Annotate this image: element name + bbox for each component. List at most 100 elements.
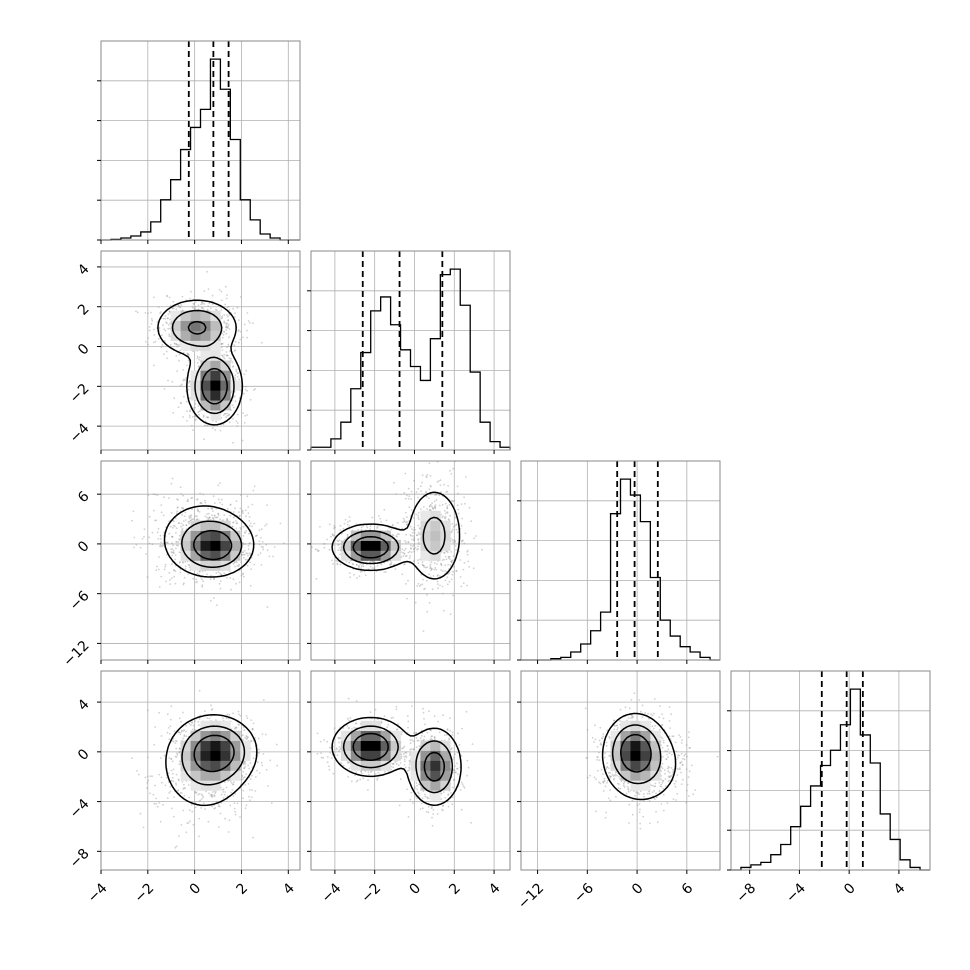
panel-2-1-point [376, 525, 379, 528]
panel-2-1-point [444, 515, 447, 518]
panel-1-0-point [212, 427, 214, 429]
panel-2-1-point [345, 560, 348, 563]
panel-1-0-point [161, 344, 164, 346]
panel-2-1-point [403, 519, 406, 521]
panel-2-1-point [413, 559, 415, 562]
panel-3-0-point [242, 770, 245, 773]
panel-3-0-point [190, 724, 192, 726]
panel-1-0-point [225, 351, 228, 353]
panel-2-1-point [443, 509, 446, 512]
panel-2-1-point [412, 529, 415, 532]
panel-1-0-point [191, 415, 194, 418]
panel-3-0-point [234, 813, 237, 816]
panel-2-0-inner [101, 461, 300, 660]
panel-3-0-point [170, 705, 173, 708]
panel-2-1-point [413, 532, 416, 534]
panel-1-0-point [168, 296, 171, 299]
panel-1-0-point [236, 306, 239, 309]
panel-3-0-density-cell [220, 740, 231, 751]
panel-2-0-point [173, 520, 175, 523]
panel-3-0-point [146, 781, 149, 784]
panel-1-0-density-cell [220, 400, 231, 411]
panel-2-1-point [434, 506, 437, 508]
panel-2-1-point [336, 539, 339, 542]
panel-2-1-point [445, 550, 448, 553]
panel-2-1-point [447, 484, 449, 487]
panel-2-0-contour-2 [192, 529, 233, 561]
panel-1-0-point [162, 324, 165, 326]
panel-1-0-point [221, 332, 223, 335]
panel-3-0-point [183, 735, 186, 738]
panel-3-0-point [178, 747, 181, 750]
panel-2-1-point [311, 546, 313, 548]
panel-2-0-point [239, 528, 242, 531]
panel-3-0-density-cell [200, 750, 211, 761]
panel-2-1-point [436, 574, 439, 576]
panel-3-0-point [176, 789, 179, 792]
panel-2-0-point [159, 544, 162, 546]
panel-2-0-point [171, 551, 174, 554]
panel-2-0-point [219, 482, 221, 484]
panel-1-0 [97, 250, 301, 454]
panel-2-0-point [219, 572, 222, 575]
panel-3-0-density-cell [210, 780, 221, 791]
panel-2-1-point [430, 505, 433, 508]
panel-2-0-point [192, 577, 195, 580]
panel-3-0-point [257, 737, 260, 740]
panel-2-1-point [348, 561, 351, 564]
panel-3-0-point [224, 817, 226, 820]
panel-1-0-point [228, 336, 230, 339]
panel-1-0-point [177, 305, 180, 308]
panel-1-0-point [144, 311, 147, 314]
panel-1-0-point [160, 311, 163, 313]
panel-1-0-density-cell [210, 340, 221, 351]
panel-2-1-point [459, 576, 462, 578]
panel-3-0-point [243, 767, 246, 769]
panel-2-1-point [337, 549, 340, 552]
panel-1-0-point [186, 410, 188, 412]
panel-2-1-point [450, 458, 452, 460]
panel-2-1-point [418, 585, 421, 587]
panel-3-0-point [269, 759, 272, 762]
panel-2-1-point [452, 467, 455, 470]
panel-2-0-point [247, 544, 250, 547]
panel-2-1-point [407, 497, 410, 500]
panel-3-0-point [178, 717, 181, 720]
panel-2-1-point [453, 539, 456, 542]
panel-1-0-point [230, 357, 232, 360]
panel-1-0-point [226, 354, 228, 356]
panel-3-0-point [200, 807, 203, 809]
panel-2-0-point [245, 515, 247, 518]
panel-2-0-point [195, 581, 197, 584]
panel-2-0-point [226, 517, 229, 520]
panel-2-0-point [206, 573, 209, 576]
panel-3-0-point [220, 793, 223, 796]
panel-2-0-point [240, 553, 243, 556]
panel-3-0-point [180, 720, 183, 723]
panel-3-0-point [192, 724, 195, 727]
panel-2-0-point [179, 561, 182, 563]
panel-3-0-point [210, 709, 213, 711]
panel-1-0-point [246, 414, 248, 416]
panel-3-0-point [262, 753, 265, 755]
panel-3-0-point [183, 787, 186, 789]
panel-2-0-point [168, 520, 171, 523]
panel-1-0-point [225, 324, 228, 326]
panel-1-0-point [207, 288, 210, 290]
panel-1-0-point [179, 401, 182, 404]
panel-2-0-point [172, 544, 175, 547]
panel-1-0-point [136, 311, 139, 314]
panel-1-0-point [238, 378, 241, 381]
panel-3-0-point [149, 775, 152, 778]
panel-3-0-point [158, 802, 161, 804]
panel-2-0-point [168, 571, 171, 574]
panel-1-0-point [191, 305, 194, 308]
panel-3-0-density-cell [200, 770, 211, 781]
panel-2-1-point [425, 566, 427, 569]
panel-1-0-point [165, 350, 168, 353]
panel-2-1-point [406, 523, 408, 526]
panel-3-0-point [252, 836, 254, 839]
panel-1-0-density-cell [210, 410, 221, 421]
panel-3-0-density-cell [210, 760, 221, 771]
panel-2-1-point [362, 525, 364, 527]
